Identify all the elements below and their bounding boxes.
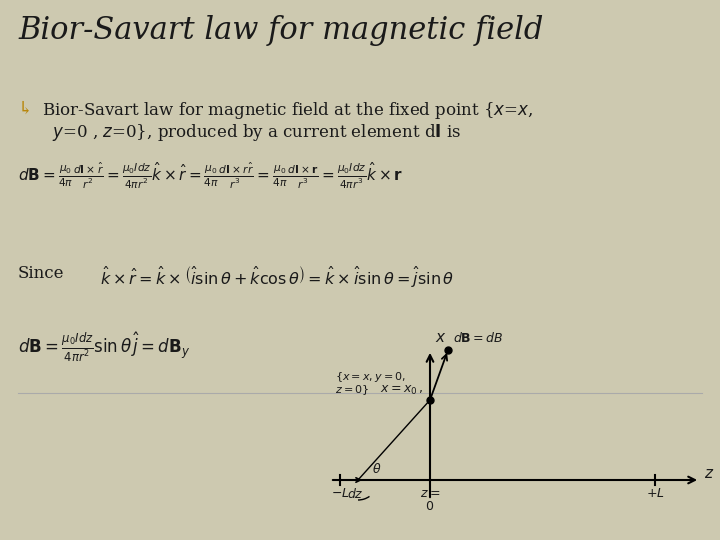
Text: Bior-Savart law for magnetic field: Bior-Savart law for magnetic field xyxy=(18,15,544,46)
Text: $z=$: $z=$ xyxy=(420,487,440,500)
Text: Bior-Savart law for magnetic field at the fixed point {$x$=$x$,: Bior-Savart law for magnetic field at th… xyxy=(42,100,534,121)
Text: $z=0\}$: $z=0\}$ xyxy=(335,383,369,397)
Text: $\hat{k}\times\hat{r} = \hat{k}\times\left(\hat{i}\sin\theta + \hat{k}\cos\theta: $\hat{k}\times\hat{r} = \hat{k}\times\le… xyxy=(100,265,454,290)
Text: $\theta$: $\theta$ xyxy=(372,462,382,476)
Text: $0$: $0$ xyxy=(426,500,435,513)
Text: $y$=0 , $z$=0}, produced by a current element d$\mathbf{I}$ is: $y$=0 , $z$=0}, produced by a current el… xyxy=(52,122,462,143)
Text: $d\mathbf{B} = dB$: $d\mathbf{B} = dB$ xyxy=(453,331,503,345)
Text: $x$: $x$ xyxy=(435,331,446,345)
Text: $d\mathbf{B} = \frac{\mu_0}{4\pi}\frac{d\mathbf{I}\times\hat{r}}{r^2} = \frac{\m: $d\mathbf{B} = \frac{\mu_0}{4\pi}\frac{d… xyxy=(18,160,403,191)
Text: $dz$: $dz$ xyxy=(346,487,364,501)
Text: ↳: ↳ xyxy=(18,100,33,118)
Text: $+L$: $+L$ xyxy=(646,487,665,500)
Text: $z$: $z$ xyxy=(704,467,714,481)
Text: $x=x_0\,,$: $x=x_0\,,$ xyxy=(380,384,423,397)
Text: $d\mathbf{B} = \frac{\mu_0 Idz}{4\pi r^2}\sin\theta\,\hat{j} = d\mathbf{B}_y$: $d\mathbf{B} = \frac{\mu_0 Idz}{4\pi r^2… xyxy=(18,330,190,363)
Text: Since: Since xyxy=(18,265,65,282)
Text: $\{x=x, y=0,$: $\{x=x, y=0,$ xyxy=(335,370,406,384)
Text: $-L$: $-L$ xyxy=(330,487,349,500)
